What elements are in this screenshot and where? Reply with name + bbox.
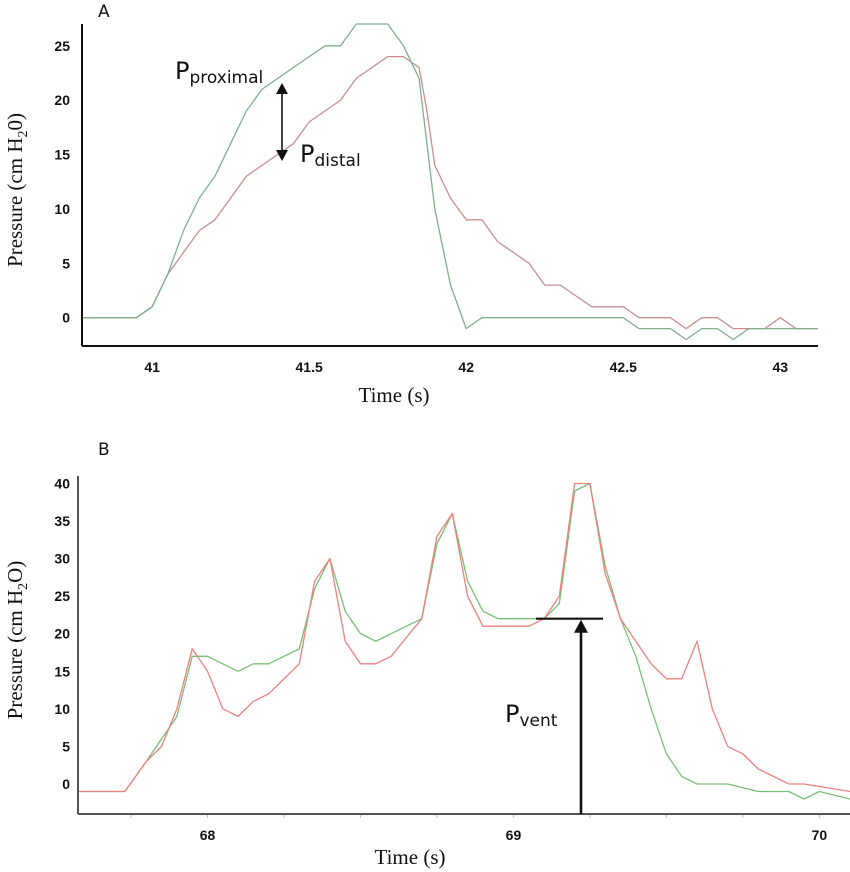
panel-a-y-axis-title-sub: 2 [16, 131, 31, 138]
panel-b: B 0 5 10 15 20 25 30 35 40 68 69 70 Time (s) Press… [3, 440, 850, 869]
y-tick-label: 25 [54, 38, 70, 54]
pvent-arrow-up-head-icon [574, 619, 588, 633]
annotation-p-proximal-main: P [175, 57, 189, 85]
panel-a-y-tick-labels: 0 5 10 15 20 25 [54, 38, 70, 326]
annotation-p-proximal: Pproximal [175, 57, 263, 88]
y-tick-label: 20 [54, 626, 70, 642]
panel-a-difference-arrow [276, 83, 288, 161]
panel-b-pvent-marker [536, 617, 603, 814]
y-tick-label: 15 [54, 663, 70, 679]
y-tick-label: 5 [62, 738, 70, 754]
x-tick-label: 41.5 [296, 359, 323, 375]
panel-a-y-axis-title-tail: 0) [3, 113, 27, 131]
panel-a-x-tick-labels: 41 41.5 42 42.5 43 [144, 359, 788, 375]
annotation-p-vent: Pvent [505, 700, 558, 731]
x-tick-label: 42.5 [610, 359, 637, 375]
panel-b-series [79, 482, 850, 800]
y-tick-label: 0 [62, 776, 70, 792]
y-tick-label: 30 [54, 551, 70, 567]
annotation-p-distal-main: P [300, 140, 314, 168]
x-tick-label: 41 [144, 359, 160, 375]
x-tick-label: 69 [506, 827, 522, 843]
series-line-proximal [83, 23, 818, 341]
annotation-p-proximal-sub: proximal [189, 68, 263, 88]
panel-b-x-tick-labels: 68 69 70 [200, 827, 828, 843]
panel-a-y-axis-title-main: Pressure (cm H [3, 138, 27, 267]
y-tick-label: 10 [54, 701, 70, 717]
panel-b-y-tick-labels: 0 5 10 15 20 25 30 35 40 [54, 476, 70, 792]
panel-b-x-axis-title: Time (s) [375, 845, 446, 869]
panel-a-series [83, 23, 818, 341]
panel-b-y-axis-title-main: Pressure (cm H [3, 590, 27, 719]
panel-b-y-axis-title: Pressure (cm H2O) [3, 561, 31, 720]
panel-b-y-axis-title-sub: 2 [16, 583, 31, 590]
y-tick-label: 25 [54, 588, 70, 604]
panel-b-y-axis-title-tail: O) [3, 561, 27, 583]
panel-a-y-axis-title: Pressure (cm H20) [3, 113, 31, 267]
x-tick-label: 42 [458, 359, 474, 375]
series-line-distal [79, 482, 850, 793]
panel-a: A 0 5 10 15 20 25 41 41.5 42 42.5 43 Time (s) Pre… [3, 2, 818, 407]
panel-b-label: B [98, 440, 110, 460]
x-tick-label: 70 [812, 827, 828, 843]
y-tick-label: 40 [54, 476, 70, 492]
arrow-down-head-icon [276, 150, 288, 161]
panel-a-label: A [98, 2, 110, 22]
y-tick-label: 15 [54, 147, 70, 163]
series-line-distal [83, 55, 818, 330]
x-tick-label: 68 [200, 827, 216, 843]
annotation-p-vent-main: P [505, 700, 519, 728]
y-tick-label: 20 [54, 92, 70, 108]
annotation-p-vent-sub: vent [519, 711, 557, 731]
x-tick-label: 43 [773, 359, 789, 375]
arrow-up-head-icon [276, 83, 288, 94]
y-tick-label: 0 [62, 310, 70, 326]
annotation-p-distal-sub: distal [314, 151, 360, 171]
panel-a-x-axis-title: Time (s) [359, 383, 430, 407]
y-tick-label: 10 [54, 201, 70, 217]
annotation-p-distal: Pdistal [300, 140, 361, 171]
series-line-proximal [79, 482, 850, 800]
y-tick-label: 5 [62, 255, 70, 271]
y-tick-label: 35 [54, 513, 70, 529]
